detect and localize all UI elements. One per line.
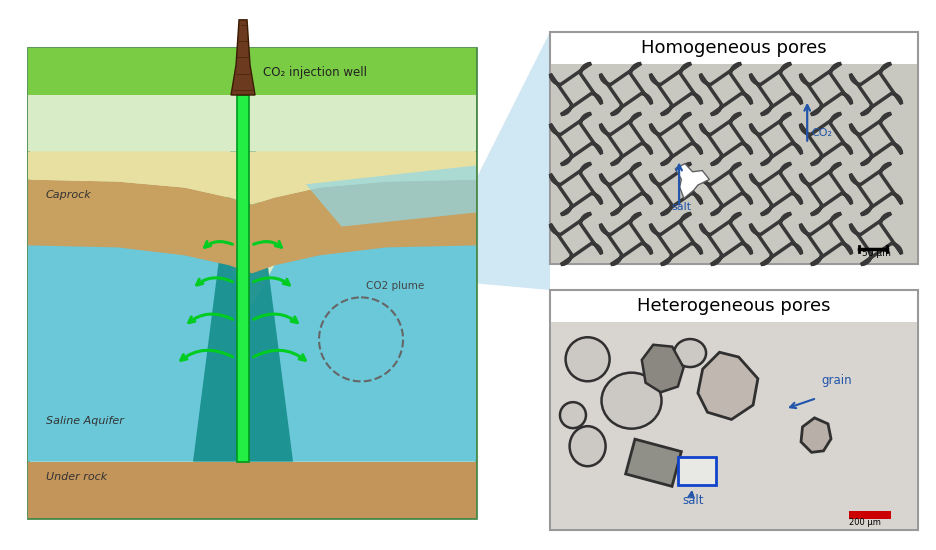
Polygon shape — [600, 63, 651, 114]
Polygon shape — [851, 213, 901, 265]
Polygon shape — [550, 63, 602, 114]
Bar — [237, 95, 249, 461]
Polygon shape — [751, 163, 801, 214]
Ellipse shape — [565, 337, 609, 381]
Text: Heterogeneous pores: Heterogeneous pores — [637, 297, 831, 315]
Text: CO2 plume: CO2 plume — [366, 282, 424, 292]
Text: Caprock: Caprock — [46, 190, 92, 200]
Polygon shape — [651, 213, 702, 265]
Polygon shape — [800, 163, 852, 214]
Ellipse shape — [570, 426, 606, 466]
Polygon shape — [651, 163, 702, 214]
Polygon shape — [550, 213, 602, 265]
Bar — [550, 290, 918, 530]
Polygon shape — [28, 212, 476, 461]
Text: 50 μm: 50 μm — [862, 249, 891, 258]
Polygon shape — [751, 113, 801, 164]
Polygon shape — [700, 213, 752, 265]
Polygon shape — [851, 113, 901, 164]
Polygon shape — [801, 418, 831, 452]
Polygon shape — [642, 345, 683, 392]
Polygon shape — [851, 63, 901, 114]
Polygon shape — [600, 213, 651, 265]
Bar — [28, 48, 476, 95]
Text: grain: grain — [822, 374, 853, 387]
Polygon shape — [471, 32, 550, 530]
Text: Under rock: Under rock — [46, 472, 108, 482]
Bar — [551, 64, 917, 263]
Bar — [28, 95, 476, 151]
Polygon shape — [193, 212, 293, 461]
Ellipse shape — [560, 402, 586, 428]
Bar — [625, 439, 681, 486]
Text: 200 μm: 200 μm — [849, 518, 881, 527]
Polygon shape — [651, 63, 702, 114]
Bar — [679, 457, 716, 485]
Bar — [551, 322, 917, 529]
Polygon shape — [700, 113, 752, 164]
Polygon shape — [550, 113, 602, 164]
Polygon shape — [698, 352, 758, 420]
Bar — [550, 32, 918, 264]
Polygon shape — [651, 113, 702, 164]
Ellipse shape — [674, 339, 706, 367]
Bar — [28, 48, 476, 518]
Bar — [28, 461, 476, 518]
Polygon shape — [751, 213, 801, 265]
Polygon shape — [600, 163, 651, 214]
Text: Homogeneous pores: Homogeneous pores — [641, 39, 826, 57]
Text: Saline Aquifer: Saline Aquifer — [46, 416, 124, 426]
Polygon shape — [700, 63, 752, 114]
Polygon shape — [28, 151, 476, 205]
Text: CO₂: CO₂ — [812, 128, 832, 138]
Text: salt: salt — [682, 494, 704, 507]
Polygon shape — [225, 142, 261, 212]
Polygon shape — [800, 113, 852, 164]
Ellipse shape — [602, 373, 662, 428]
Text: CO₂ injection well: CO₂ injection well — [263, 66, 367, 79]
Polygon shape — [800, 213, 852, 265]
Polygon shape — [675, 164, 709, 199]
Polygon shape — [231, 20, 255, 95]
Polygon shape — [700, 163, 752, 214]
Polygon shape — [851, 163, 901, 214]
Polygon shape — [550, 163, 602, 214]
Bar — [849, 511, 891, 519]
Polygon shape — [28, 180, 476, 273]
Polygon shape — [600, 113, 651, 164]
Text: salt: salt — [671, 202, 691, 212]
Polygon shape — [306, 166, 476, 227]
Polygon shape — [800, 63, 852, 114]
Polygon shape — [751, 63, 801, 114]
